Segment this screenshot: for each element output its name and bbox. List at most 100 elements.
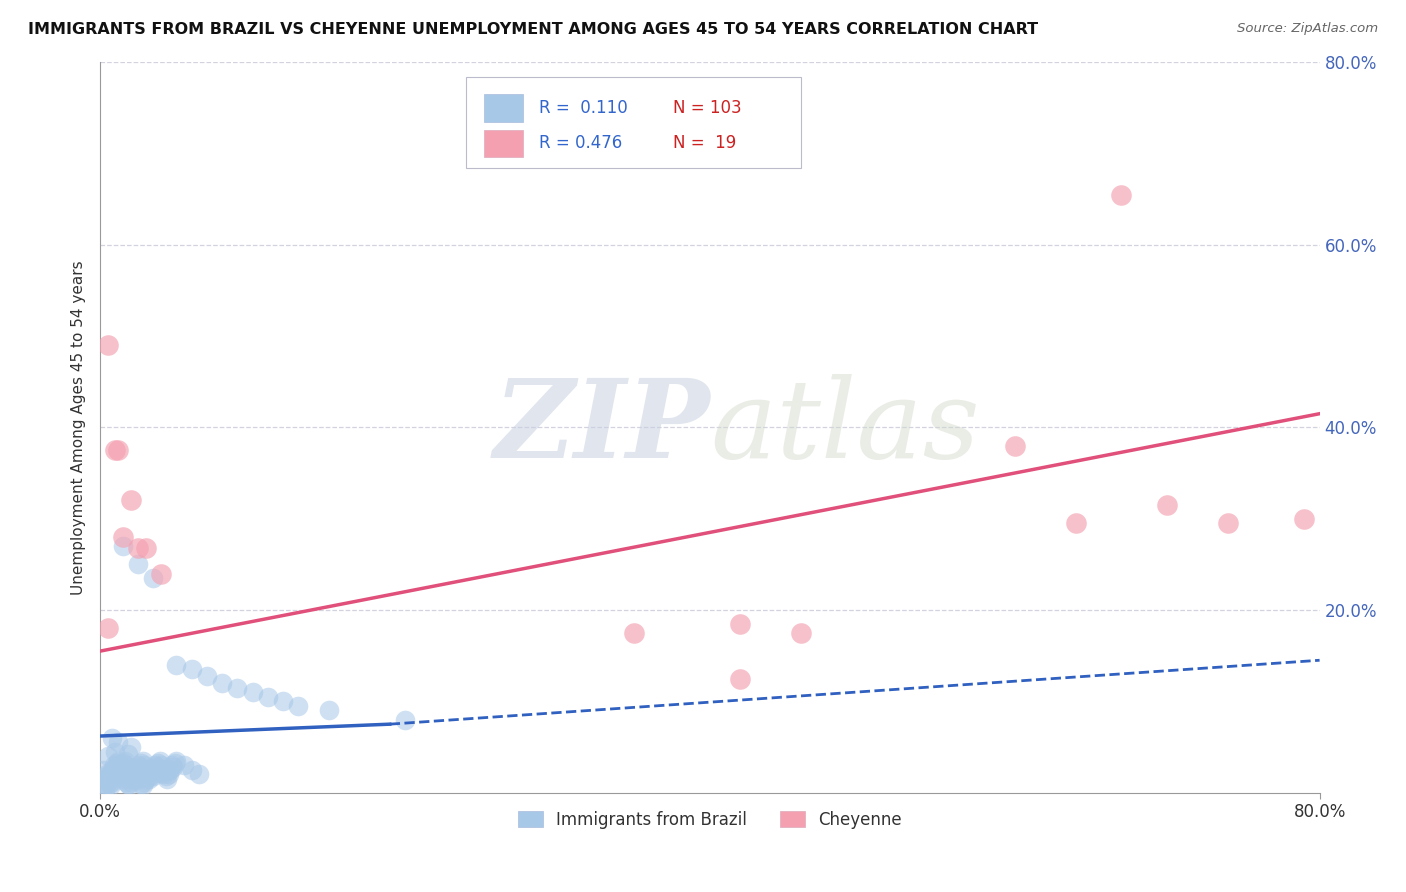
Point <box>159 763 181 777</box>
Point <box>103 758 125 772</box>
Point <box>160 758 183 772</box>
Point <box>163 756 186 771</box>
Point <box>111 530 134 544</box>
Point <box>180 763 202 777</box>
Text: IMMIGRANTS FROM BRAZIL VS CHEYENNE UNEMPLOYMENT AMONG AGES 45 TO 54 YEARS CORREL: IMMIGRANTS FROM BRAZIL VS CHEYENNE UNEMP… <box>28 22 1038 37</box>
Point <box>120 774 142 789</box>
Point <box>128 772 150 786</box>
Point <box>162 760 184 774</box>
Point <box>1064 516 1087 531</box>
Point <box>188 767 211 781</box>
Point <box>101 774 124 789</box>
Point <box>108 760 131 774</box>
Point <box>134 774 156 789</box>
Point <box>107 754 129 768</box>
Point <box>120 493 142 508</box>
Point <box>114 772 136 786</box>
Point <box>107 735 129 749</box>
Bar <box>484 129 523 157</box>
Point <box>165 657 187 672</box>
Text: atlas: atlas <box>710 374 980 481</box>
Point <box>173 758 195 772</box>
Point <box>242 685 264 699</box>
Point <box>105 756 128 771</box>
Point <box>790 625 813 640</box>
Point <box>96 776 118 790</box>
FancyBboxPatch shape <box>465 77 801 168</box>
Point <box>152 763 174 777</box>
Point <box>132 778 155 792</box>
Point <box>256 690 278 704</box>
Point <box>730 616 752 631</box>
Text: ZIP: ZIP <box>494 374 710 481</box>
Point <box>122 769 145 783</box>
Point <box>124 767 146 781</box>
Y-axis label: Unemployment Among Ages 45 to 54 years: Unemployment Among Ages 45 to 54 years <box>72 260 86 595</box>
Text: Source: ZipAtlas.com: Source: ZipAtlas.com <box>1237 22 1378 36</box>
Point <box>156 772 179 786</box>
Point <box>118 763 141 777</box>
Point <box>93 772 115 786</box>
Point <box>96 769 118 783</box>
Point <box>135 541 157 555</box>
Point <box>111 756 134 771</box>
Point <box>211 676 233 690</box>
Point <box>1156 498 1178 512</box>
Point <box>287 698 309 713</box>
Point <box>108 758 131 772</box>
Point <box>93 781 115 796</box>
Point <box>110 765 132 780</box>
Point <box>121 772 143 786</box>
Point <box>146 756 169 771</box>
Point <box>157 767 180 781</box>
Point <box>104 443 127 458</box>
Point <box>165 754 187 768</box>
Point <box>114 754 136 768</box>
Point <box>98 776 121 790</box>
Point <box>111 539 134 553</box>
Point <box>97 338 120 352</box>
Point <box>100 778 122 792</box>
Point <box>195 669 218 683</box>
Point <box>107 443 129 458</box>
Point <box>148 754 170 768</box>
Point <box>98 769 121 783</box>
Point <box>127 758 149 772</box>
Bar <box>484 95 523 122</box>
Point <box>142 763 165 777</box>
Point <box>124 765 146 780</box>
Text: N =  19: N = 19 <box>673 135 737 153</box>
Point <box>122 772 145 786</box>
Point <box>117 747 139 762</box>
Point <box>120 739 142 754</box>
Point <box>91 763 114 777</box>
Point <box>128 760 150 774</box>
Point <box>97 621 120 635</box>
Point <box>730 672 752 686</box>
Point <box>138 772 160 786</box>
Point <box>1004 439 1026 453</box>
Point <box>1111 187 1133 202</box>
Point <box>115 758 138 772</box>
Point <box>150 758 173 772</box>
Point <box>115 774 138 789</box>
Point <box>107 763 129 777</box>
Point <box>180 662 202 676</box>
Point <box>132 754 155 768</box>
Point <box>125 763 148 777</box>
Point <box>1216 516 1239 531</box>
Point <box>91 778 114 792</box>
Point <box>153 767 176 781</box>
Point <box>101 763 124 777</box>
Point <box>150 765 173 780</box>
Point <box>142 571 165 585</box>
Point <box>139 769 162 783</box>
Point <box>145 760 167 774</box>
Point <box>120 765 142 780</box>
Point <box>127 541 149 555</box>
Point <box>110 760 132 774</box>
Point <box>117 760 139 774</box>
Point <box>157 763 180 777</box>
Point <box>118 778 141 792</box>
Point <box>97 772 120 786</box>
